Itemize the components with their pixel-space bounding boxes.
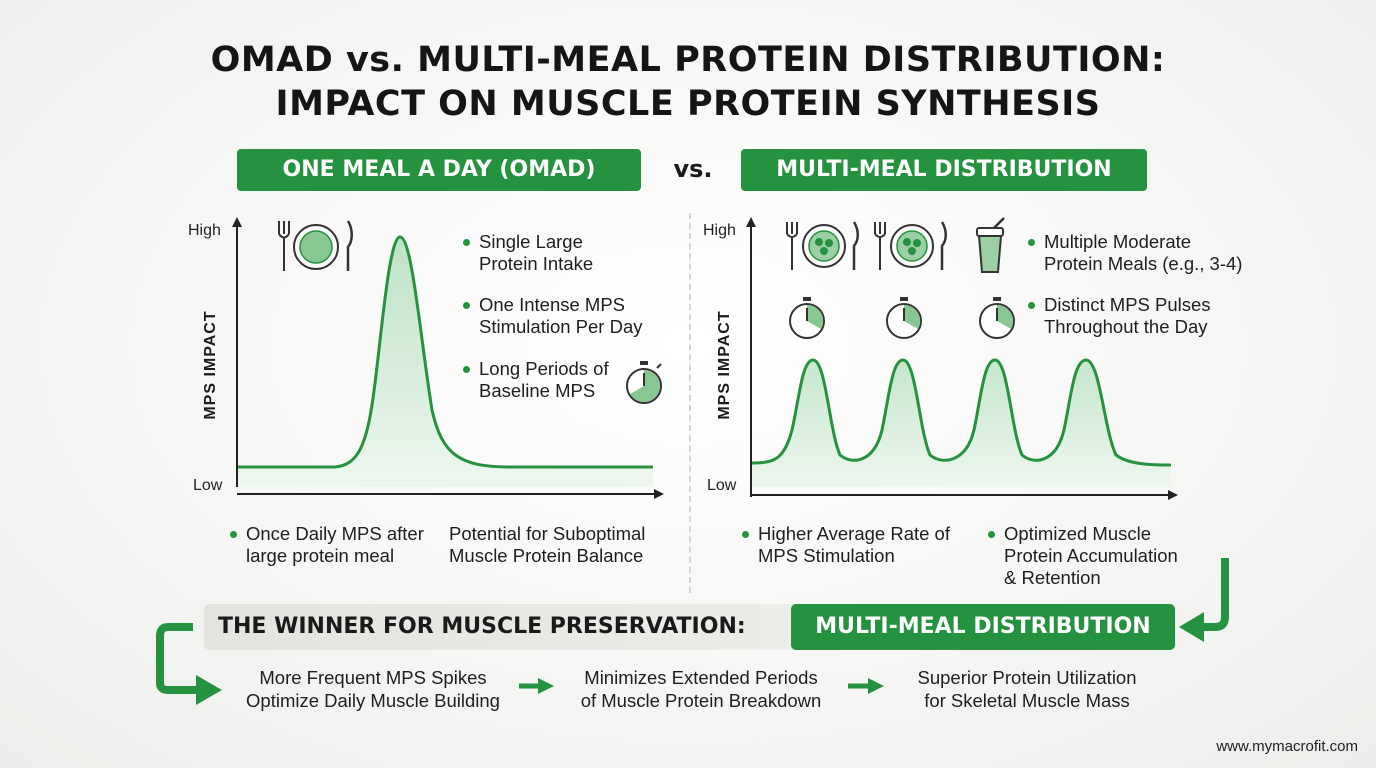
multi-meal-header: MULTI-MEAL DISTRIBUTION (741, 149, 1147, 191)
omad-bullet-1: Single Large Protein Intake (463, 231, 593, 275)
plate-icon (874, 221, 947, 270)
knife-icon (346, 220, 353, 271)
multi-meal-mps-chart (746, 217, 1178, 500)
meal-plates-icons (786, 217, 1005, 273)
omad-y-label: MPS IMPACT (202, 310, 219, 420)
multi-meal-curve (750, 358, 1172, 467)
footer-url: www.mymacrofit.com (1216, 738, 1358, 755)
omad-note-1: Once Daily MPS after large protein meal (230, 523, 424, 567)
stopwatch-icon (979, 297, 1015, 339)
omad-x-axis-arrow (654, 489, 664, 499)
omad-curve (237, 235, 653, 469)
multi-meal-bullet-1: Multiple Moderate Protein Meals (e.g., 3-… (1028, 231, 1242, 275)
stopwatch-icons (789, 297, 1015, 339)
omad-axis-high: High (188, 222, 221, 239)
stopwatch-icon (626, 361, 662, 404)
title-line-1: OMAD vs. MULTI-MEAL PROTEIN DISTRIBUTION… (210, 40, 1166, 80)
benefit-3: Superior Protein Utilization for Skeletal… (917, 667, 1137, 711)
multi-meal-note-2: Optimized Muscle Protein Accumulation & Re… (988, 523, 1178, 589)
multi-meal-axis-high: High (703, 222, 736, 239)
protein-shake-icon (976, 217, 1005, 273)
fork-icon (278, 221, 290, 271)
omad-note-2: Potential for Suboptimal Muscle Protein B… (449, 523, 646, 566)
multi-meal-y-axis-arrow (746, 217, 756, 227)
page-title: OMAD vs. MULTI-MEAL PROTEIN DISTRIBUTION… (0, 38, 1376, 126)
winner-banner (204, 604, 804, 650)
arrow-right-icon (519, 678, 554, 694)
benefit-1: More Frequent MPS Spikes Optimize Daily M… (246, 667, 500, 711)
plate-icon (786, 221, 859, 270)
vs-label: vs. (673, 155, 713, 183)
center-divider (689, 213, 691, 593)
multi-meal-curve-fill (751, 360, 1171, 487)
arrow-right-icon (848, 678, 884, 694)
benefit-2: Minimizes Extended Periods of Muscle Prot… (580, 667, 822, 711)
multi-meal-note-1: Higher Average Rate of MPS Stimulation (742, 523, 950, 567)
omad-mps-chart (232, 217, 664, 499)
omad-bullet-2: One Intense MPS Stimulation Per Day (463, 294, 642, 338)
multi-meal-bullet-2: Distinct MPS Pulses Throughout the Day (1028, 294, 1211, 338)
plate-icon (278, 220, 353, 271)
stopwatch-icon (789, 297, 825, 339)
multi-meal-x-axis-arrow (1168, 490, 1178, 500)
winner-value: MULTI-MEAL DISTRIBUTION (791, 604, 1175, 650)
arrow-right-icon (1179, 558, 1229, 642)
omad-y-axis-arrow (232, 217, 242, 227)
multi-meal-y-label: MPS IMPACT (716, 310, 733, 420)
winner-label: THE WINNER FOR MUSCLE PRESERVATION: (218, 614, 746, 639)
omad-axis-low: Low (193, 477, 223, 494)
multi-meal-axis-low: Low (707, 477, 737, 494)
omad-header: ONE MEAL A DAY (OMAD) (237, 149, 641, 191)
omad-bullet-3: Long Periods of Baseline MPS (463, 358, 609, 402)
title-line-2: IMPACT ON MUSCLE PROTEIN SYNTHESIS (275, 84, 1101, 124)
stopwatch-icon (886, 297, 922, 339)
